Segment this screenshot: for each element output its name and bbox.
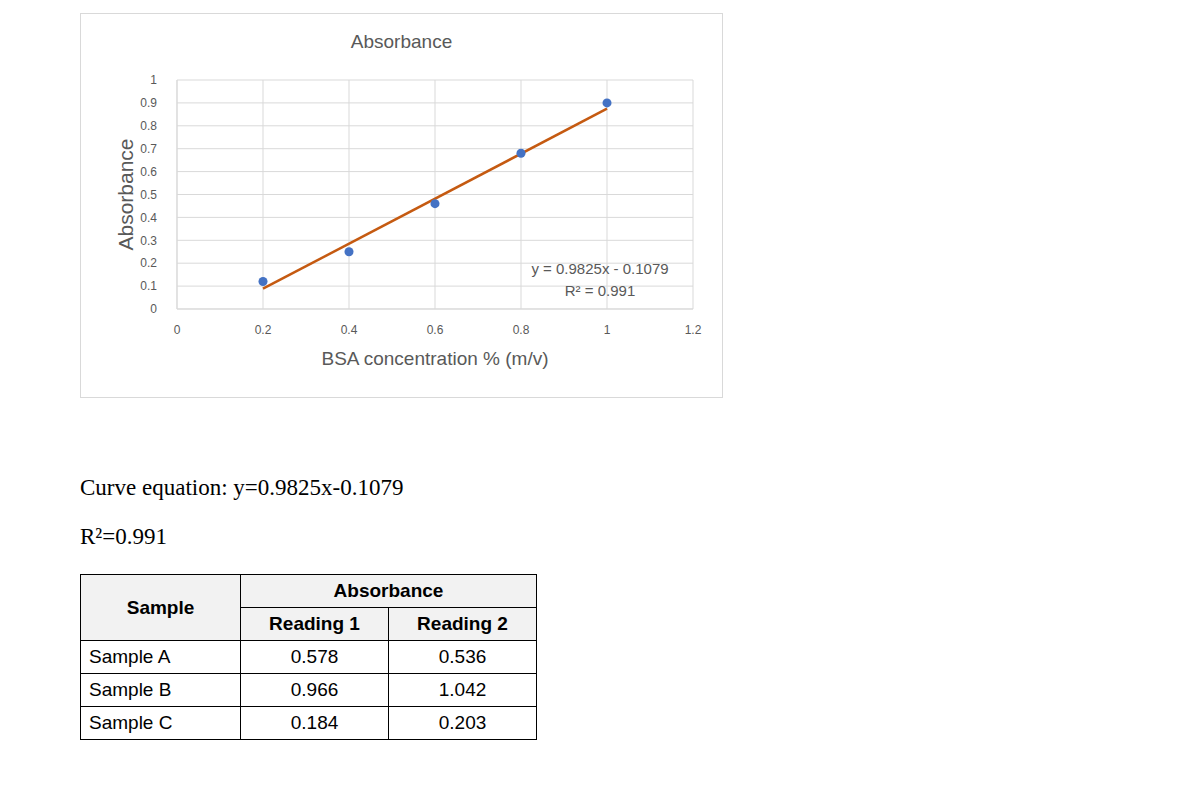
svg-text:0.1: 0.1: [140, 279, 157, 293]
html-text:Sample C: Sample C: [89, 712, 173, 733]
html-text:0.966: 0.966: [290, 679, 339, 700]
svg-text:0.4: 0.4: [341, 323, 358, 337]
html-text:R²=0.991: R²=0.991: [80, 524, 167, 549]
svg-text:0.6: 0.6: [427, 323, 444, 337]
svg-text:0.7: 0.7: [140, 142, 157, 156]
html-text:0.578: 0.578: [290, 646, 339, 667]
html-text:Reading 2: Reading 2: [417, 613, 508, 634]
svg-text:BSA concentration % (m/v): BSA concentration % (m/v): [321, 348, 548, 369]
svg-text:0.3: 0.3: [140, 234, 157, 248]
svg-text:0.2: 0.2: [140, 256, 157, 270]
html-text:R² = 0.991: R² = 0.991: [564, 282, 636, 299]
html-text:Sample: Sample: [126, 596, 195, 618]
svg-text:0.5: 0.5: [140, 188, 157, 202]
svg-text:0: 0: [150, 302, 157, 316]
svg-text:0: 0: [174, 323, 181, 337]
svg-text:1.2: 1.2: [685, 323, 702, 337]
svg-text:1: 1: [150, 73, 157, 87]
html-text:0.184: 0.184: [290, 712, 339, 733]
svg-text:0.4: 0.4: [140, 211, 157, 225]
html-text:Sample B: Sample B: [89, 679, 172, 700]
svg-text:0.9: 0.9: [140, 96, 157, 110]
svg-text:0.8: 0.8: [140, 119, 157, 133]
svg-text:0.6: 0.6: [140, 165, 157, 179]
html-text:Absorbance: Absorbance: [350, 31, 453, 52]
svg-text:0.2: 0.2: [255, 323, 272, 337]
html-text:1.042: 1.042: [438, 679, 487, 700]
html-text:Absorbance: Absorbance: [333, 580, 444, 601]
svg-text:1: 1: [604, 323, 611, 337]
html-text:Sample A: Sample A: [89, 646, 171, 667]
svg-text:Absorbance: Absorbance: [114, 138, 137, 250]
html-text:Reading 1: Reading 1: [269, 613, 360, 634]
svg-text:0.8: 0.8: [513, 323, 530, 337]
html-text:0.203: 0.203: [438, 712, 487, 733]
html-text:0.536: 0.536: [438, 646, 487, 667]
html-text:y = 0.9825x - 0.1079: y = 0.9825x - 0.1079: [531, 260, 669, 277]
html-text:Curve equation: y=0.9825x-0.10: Curve equation: y=0.9825x-0.1079: [80, 475, 404, 500]
